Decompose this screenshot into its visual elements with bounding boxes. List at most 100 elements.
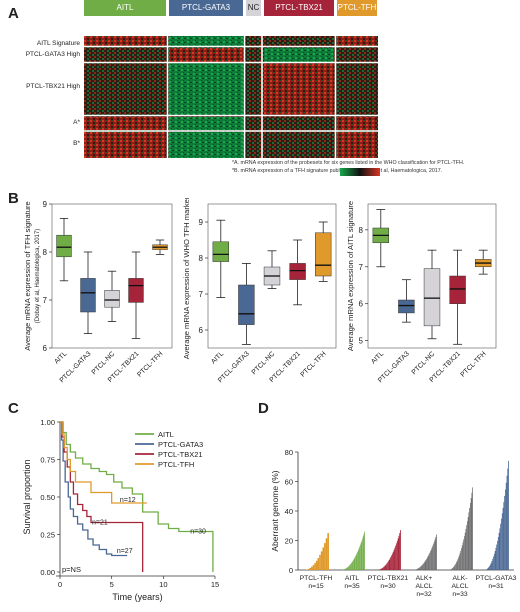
aberrant-bar: [343, 569, 345, 570]
aberrant-bar: [420, 566, 421, 570]
aberrant-bar: [346, 568, 347, 570]
p-value-annotation: p=NS: [62, 565, 81, 574]
x-tick-label: 0: [58, 580, 62, 589]
y-tick-label: 8: [199, 254, 204, 263]
aberrant-bar: [495, 547, 497, 570]
aberrant-bar: [430, 549, 432, 570]
aberrant-bar: [382, 567, 384, 570]
aberrant-bar: [420, 565, 422, 570]
aberrant-bar: [419, 567, 421, 570]
aberrant-bar: [352, 561, 354, 570]
aberrant-bar: [467, 516, 469, 570]
heatmap-row-label-gata3-high: PTCL-GATA3 High: [25, 51, 80, 58]
group-label: ALK-: [452, 575, 467, 582]
aberrant-bar: [506, 475, 508, 570]
aberrant-bar: [468, 512, 470, 570]
box-plot-tfh-signature: 6 7 8 9 Average mRNA expression of TFH signa…: [23, 200, 173, 384]
group-label: PTCL-TFH: [300, 575, 333, 582]
aberrant-bar: [393, 549, 395, 570]
aberrant-bar: [436, 534, 437, 570]
x-tick-label: 10: [159, 580, 167, 589]
aberrant-bar: [363, 534, 365, 570]
aberrant-bar: [417, 568, 419, 570]
box-ptcl-nc: [423, 268, 441, 327]
y-tick-label: 6: [359, 300, 364, 309]
aberrant-bar: [395, 545, 397, 570]
aberrant-bar: [349, 564, 351, 570]
aberrant-genome-plot: 0 20 40 60 80 Aberrant genome (%) PTCL-TFHn=15…: [270, 448, 517, 598]
n-label: n=21: [92, 520, 108, 527]
aberrant-bar: [347, 566, 349, 570]
aberrant-bar: [494, 551, 496, 570]
aberrant-bar: [463, 539, 465, 570]
box-ptcl-gata3: [80, 278, 96, 313]
box-ptcl-tbx21: [128, 278, 144, 303]
plot-frame: [207, 203, 337, 349]
aberrant-bar: [499, 528, 501, 570]
aberrant-bar: [433, 541, 435, 570]
aberrant-bar: [493, 553, 495, 570]
survival-curve-ptcl-gata3: [60, 421, 128, 557]
aberrant-bar: [456, 561, 458, 570]
aberrant-bar: [354, 557, 356, 570]
aberrant-bar: [464, 532, 466, 570]
aberrant-bar: [461, 548, 462, 570]
x-axis-label: Time (years): [112, 592, 162, 602]
aberrant-bar: [317, 558, 320, 570]
heatmap-color-scale: [340, 168, 380, 176]
aberrant-bar: [381, 568, 383, 570]
aberrant-bar: [497, 536, 499, 570]
box-ptcl-gata3: [398, 299, 415, 314]
aberrant-bar: [421, 565, 423, 570]
aberrant-bar: [488, 567, 490, 570]
aberrant-bar: [319, 554, 321, 570]
aberrant-bar: [498, 532, 500, 570]
aberrant-bar: [344, 568, 346, 570]
aberrant-bar: [489, 565, 491, 570]
aberrant-bar: [325, 538, 328, 570]
plot-frame: [367, 203, 497, 349]
aberrant-bar: [383, 566, 385, 570]
heatmap-header-aitl: AITL: [84, 0, 166, 16]
y-tick-label: 60: [285, 478, 293, 487]
n-label: n=27: [117, 548, 133, 555]
y-tick-label: 80: [285, 448, 293, 457]
aberrant-bar: [416, 569, 418, 570]
aberrant-bar: [385, 564, 387, 570]
group-label: PTCL-TBX21: [368, 575, 409, 582]
aberrant-bar: [425, 560, 427, 570]
aberrant-bar: [424, 561, 426, 570]
panel-c-letter: C: [8, 400, 19, 417]
y-tick-label: 1.00: [40, 418, 55, 427]
aberrant-bar: [464, 536, 465, 570]
aberrant-bar: [472, 487, 473, 570]
y-tick-label: 0: [289, 566, 293, 575]
aberrant-bar: [426, 558, 428, 570]
y-axis-label: Average mRNA expression of TFH signature: [23, 201, 32, 351]
survival-curve-ptcl-tbx21: [60, 421, 144, 572]
group-label: AITL: [345, 575, 360, 582]
aberrant-bar: [399, 533, 401, 570]
y-tick-label: 8: [359, 226, 364, 235]
group-n-label: n=32: [416, 591, 432, 598]
x-tick-label: PTCL-TFH: [299, 350, 327, 378]
legend-label: PTCL-GATA3: [158, 440, 203, 449]
panel-a-letter: A: [8, 5, 19, 22]
aberrant-bar: [343, 569, 344, 570]
aberrant-bar: [469, 503, 471, 570]
aberrant-bar: [429, 552, 431, 570]
y-tick-label: 5: [359, 337, 364, 346]
aberrant-bar: [431, 547, 433, 570]
y-tick-label: 0.50: [40, 493, 55, 502]
aberrant-bar: [502, 507, 504, 570]
aberrant-bar: [452, 568, 453, 570]
aberrant-bar: [383, 567, 384, 570]
y-tick-label: 0.00: [40, 568, 55, 577]
box-aitl: [56, 234, 72, 258]
aberrant-bar: [496, 544, 498, 570]
aberrant-bar: [417, 568, 418, 570]
aberrant-bar: [362, 538, 363, 570]
group-n-label: n=30: [380, 583, 396, 590]
panel-b-letter: B: [8, 190, 19, 207]
box-ptcl-tbx21: [449, 275, 466, 304]
